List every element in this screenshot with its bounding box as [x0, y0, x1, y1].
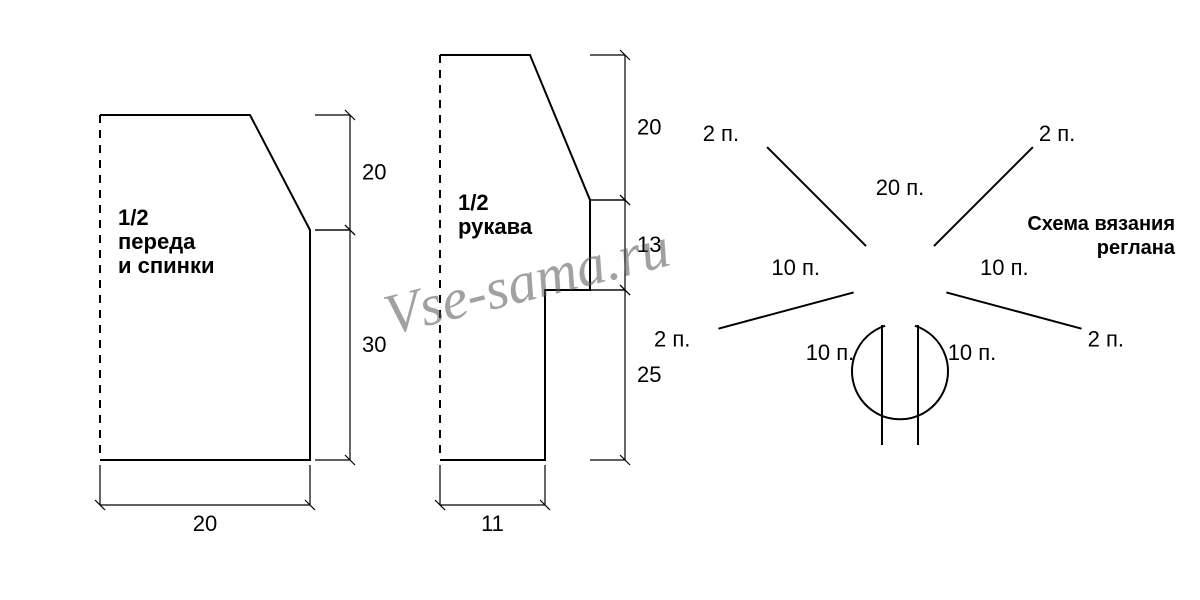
svg-text:11: 11 [481, 511, 504, 536]
raglan-ray [946, 292, 1081, 328]
body-piece-label: и спинки [118, 253, 215, 278]
raglan-ray [934, 147, 1033, 246]
raglan-count-label: 10 п. [806, 340, 855, 365]
raglan-ray-label: 2 п. [1039, 121, 1075, 146]
raglan-ray-label: 2 п. [654, 327, 690, 352]
raglan-count-label: 20 п. [876, 175, 925, 200]
knitting-schematic: 2030201/2передаи спинки201325111/2рукава… [0, 0, 1200, 600]
raglan-count-label: 10 п. [771, 255, 820, 280]
raglan-title: реглана [1097, 237, 1176, 259]
body-piece-label: 1/2 [118, 205, 149, 230]
raglan-count-label: 10 п. [980, 255, 1029, 280]
raglan-neck-circle [852, 326, 948, 420]
raglan-count-label: 10 п. [948, 340, 997, 365]
svg-text:25: 25 [637, 362, 661, 387]
sleeve-piece-label: 1/2 [458, 190, 489, 215]
raglan-ray-label: 2 п. [703, 121, 739, 146]
svg-text:20: 20 [362, 160, 386, 185]
sleeve-piece-label: рукава [458, 214, 533, 239]
raglan-ray [718, 292, 853, 328]
body-piece-outline [100, 115, 310, 460]
svg-text:20: 20 [637, 115, 661, 140]
svg-text:20: 20 [193, 511, 217, 536]
raglan-ray-label: 2 п. [1088, 327, 1124, 352]
raglan-ray [767, 147, 866, 246]
svg-text:30: 30 [362, 332, 386, 357]
raglan-title: Схема вязания [1027, 213, 1175, 235]
body-piece-label: переда [118, 229, 196, 254]
